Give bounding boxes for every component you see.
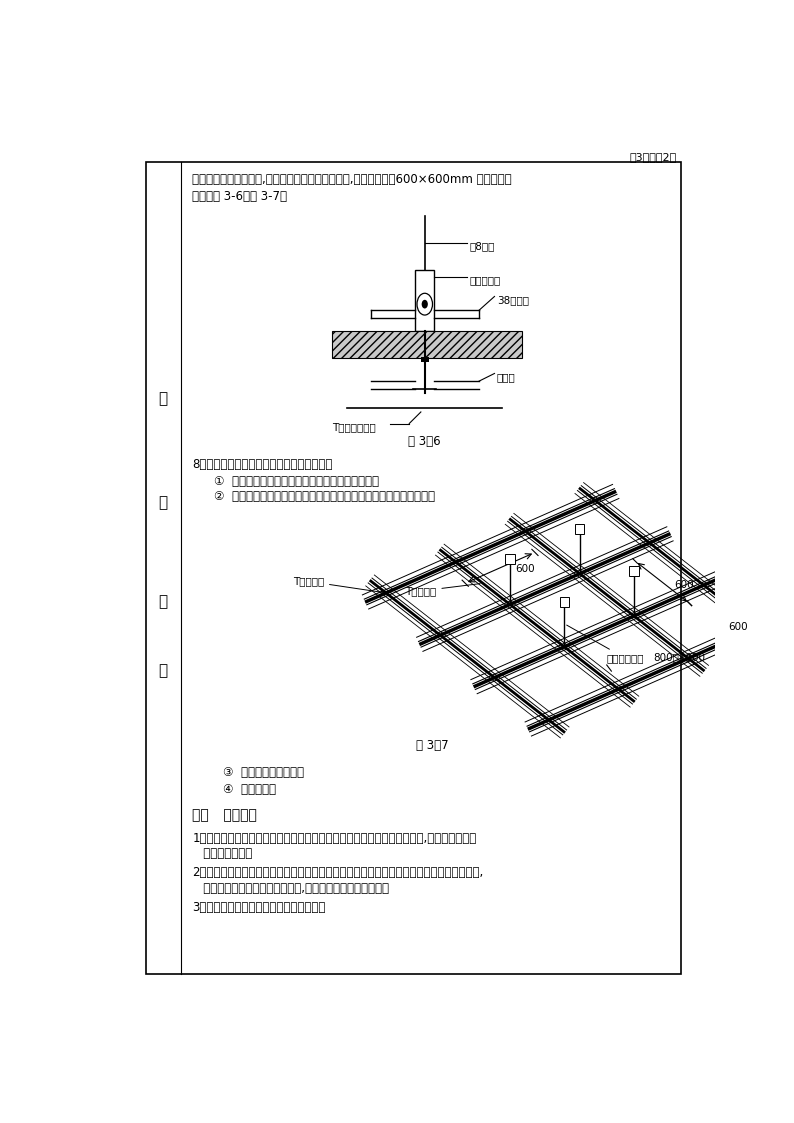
Bar xyxy=(146,162,680,974)
Text: 容: 容 xyxy=(159,664,168,678)
Text: 图 3－6: 图 3－6 xyxy=(408,435,441,448)
Bar xyxy=(630,566,638,576)
Bar xyxy=(505,555,515,565)
Text: 38主龙骨: 38主龙骨 xyxy=(497,295,529,305)
Text: 底: 底 xyxy=(159,495,168,510)
Text: 3、吊顶龙骨上禁止铺设机电管道、线路。: 3、吊顶龙骨上禁止铺设机电管道、线路。 xyxy=(192,901,326,914)
Text: T型龙骨及挂件: T型龙骨及挂件 xyxy=(332,422,376,432)
Text: 2、装修吊顶用吊杆严禁挪做机电管道、线路吊挂用；机电管道、线路如与吊顶吊杆位置矛盾,: 2、装修吊顶用吊杆严禁挪做机电管道、线路吊挂用；机电管道、线路如与吊顶吊杆位置矛… xyxy=(192,866,484,879)
Text: ①  吊顶工程的施工图、设计说明及其他设计文件；: ① 吊顶工程的施工图、设计说明及其他设计文件； xyxy=(214,475,379,489)
Bar xyxy=(421,356,429,362)
Text: T型副龙骨: T型副龙骨 xyxy=(405,584,480,596)
Bar xyxy=(415,270,434,331)
Text: 600: 600 xyxy=(728,622,748,632)
Text: 1、轻钢骨架、罩面板及其他吊顶材料在人场存放、使用过程中应严格管理,保证不变形、不: 1、轻钢骨架、罩面板及其他吊顶材料在人场存放、使用过程中应严格管理,保证不变形、… xyxy=(192,832,476,844)
Bar xyxy=(332,331,522,358)
Text: 内: 内 xyxy=(159,594,168,609)
Bar xyxy=(560,596,569,606)
Text: 交: 交 xyxy=(159,391,168,407)
Text: 须经过项目技术人员同意后更改,不得随意改变、挪动吊杆。: 须经过项目技术人员同意后更改,不得随意改变、挪动吊杆。 xyxy=(192,882,389,895)
Text: ③  隐蔽工程验收记录；: ③ 隐蔽工程验收记录； xyxy=(223,766,304,779)
Text: ④  施工记录。: ④ 施工记录。 xyxy=(223,783,276,796)
Text: 8、吊顶工程验收时应检查下列文件和记录：: 8、吊顶工程验收时应检查下列文件和记录： xyxy=(192,458,333,472)
Text: ②  材料的产品合格证书、性能检测报告、进场验收记录和复验报告；: ② 材料的产品合格证书、性能检测报告、进场验收记录和复验报告； xyxy=(214,491,435,503)
Text: 主龙骨挂件: 主龙骨挂件 xyxy=(470,275,501,285)
Text: 共3页，第2页: 共3页，第2页 xyxy=(630,152,676,162)
Text: 600: 600 xyxy=(674,579,693,590)
Text: T型主龙骨: T型主龙骨 xyxy=(293,576,384,593)
Text: 图 3－7: 图 3－7 xyxy=(416,739,449,752)
Text: 800～1000: 800～1000 xyxy=(653,652,705,663)
Text: 安板随安配套的小龙骨,安装时操作工人须藏白手套,以防止污染。600×600mm 矿棉板安装: 安板随安配套的小龙骨,安装时操作工人须藏白手套,以防止污染。600×600mm … xyxy=(192,173,512,186)
Text: 主龙骨吊挂件: 主龙骨吊挂件 xyxy=(567,626,645,664)
Text: 五、   成品保护: 五、 成品保护 xyxy=(192,809,257,822)
Text: 600: 600 xyxy=(515,564,535,574)
Text: 受潮、不生锈。: 受潮、不生锈。 xyxy=(192,847,252,860)
Text: 图8吊筋: 图8吊筋 xyxy=(470,241,495,252)
Bar xyxy=(575,523,584,533)
Text: 详图见图 3-6、图 3-7：: 详图见图 3-6、图 3-7： xyxy=(192,190,287,203)
Text: 装饰板: 装饰板 xyxy=(497,372,515,382)
Circle shape xyxy=(422,300,428,309)
